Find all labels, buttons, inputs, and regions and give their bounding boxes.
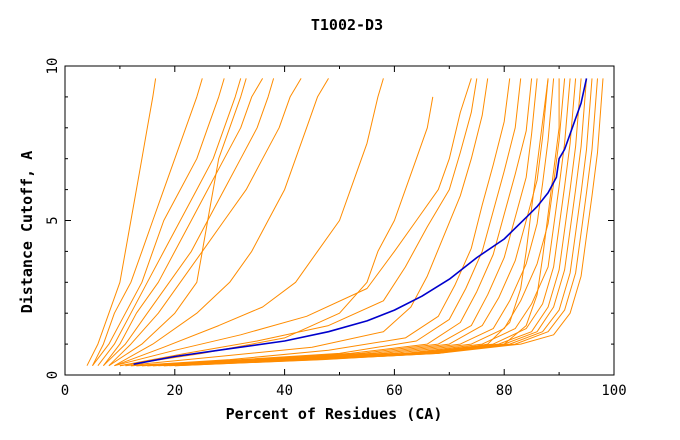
series-line-s20 xyxy=(141,78,555,367)
series-line-s07 xyxy=(108,78,302,367)
x-tick-label-80: 80 xyxy=(496,383,513,399)
series-layer xyxy=(86,78,604,367)
x-tick-label-0: 0 xyxy=(61,383,69,399)
ticks-layer: 0 20 40 60 80 100 0 5 10 xyxy=(45,58,627,399)
series-line-s18 xyxy=(136,78,538,367)
series-line-s13 xyxy=(119,96,434,367)
x-tick-label-40: 40 xyxy=(276,383,293,399)
series-line-s23 xyxy=(152,78,577,367)
x-tick-label-60: 60 xyxy=(386,383,403,399)
x-tick-label-20: 20 xyxy=(166,383,183,399)
x-tick-label-100: 100 xyxy=(601,383,626,399)
series-line-s05 xyxy=(103,78,264,367)
series-line-s19 xyxy=(141,78,549,367)
series-line-s12 xyxy=(119,78,478,367)
series-line-s01 xyxy=(86,78,157,366)
highlight-layer xyxy=(133,78,588,365)
series-line-s10 xyxy=(114,78,384,367)
y-tick-label-5: 5 xyxy=(45,216,61,224)
plot-area: 0 20 40 60 80 100 0 5 10 xyxy=(45,58,627,399)
y-axis-label: Distance Cutoff, A xyxy=(18,151,36,314)
chart-title: T1002-D3 xyxy=(311,16,383,34)
series-line-s17 xyxy=(136,78,533,367)
series-line-s08 xyxy=(108,78,247,367)
series-line-s04 xyxy=(97,78,242,367)
series-line-s15 xyxy=(130,78,511,367)
y-tick-label-10: 10 xyxy=(45,58,61,75)
series-line-s24 xyxy=(152,78,582,367)
x-axis-label: Percent of Residues (CA) xyxy=(226,405,443,423)
y-tick-label-0: 0 xyxy=(45,371,61,379)
series-line-s02 xyxy=(92,78,203,366)
series-line-s16 xyxy=(130,78,522,367)
series-line-s30 xyxy=(174,78,549,367)
series-line-s09 xyxy=(114,78,329,367)
highlight-series-line xyxy=(133,78,588,365)
series-line-s11 xyxy=(114,78,472,367)
series-line-s14 xyxy=(125,78,489,367)
series-line-s03 xyxy=(92,78,225,367)
